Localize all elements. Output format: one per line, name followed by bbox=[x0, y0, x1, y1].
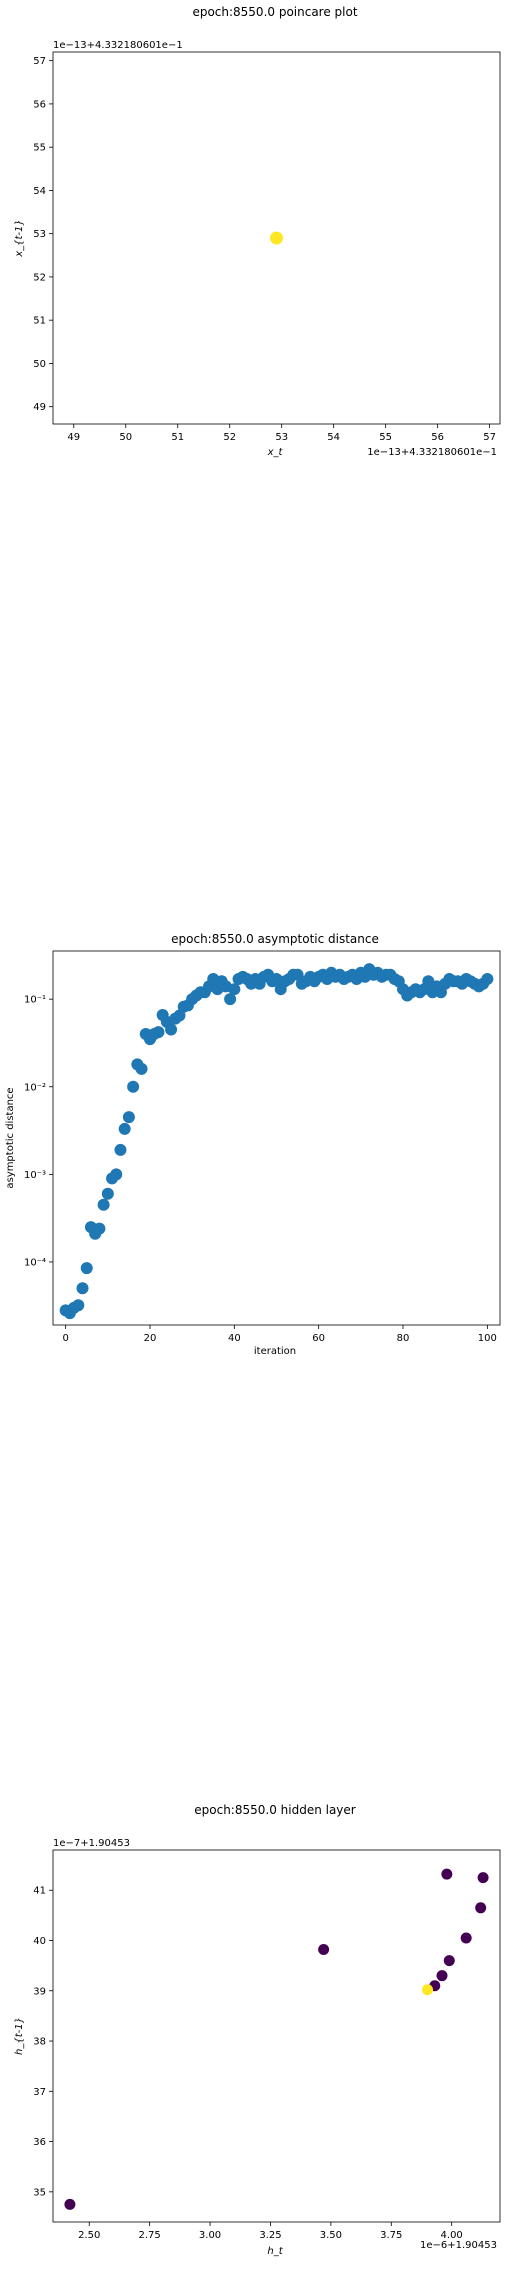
distance-y-tick-label: 10⁻² bbox=[24, 1082, 46, 1093]
hidden-y-offset-label: 1e−7+1.90453 bbox=[53, 1838, 130, 1849]
hidden-y-ticks: 35 36 37 38 39 40 41 bbox=[33, 1886, 53, 2198]
hidden-y-tick-label: 40 bbox=[33, 1936, 46, 1947]
poincare-point bbox=[270, 231, 283, 245]
hidden-x-tick-label: 3.75 bbox=[380, 2230, 402, 2241]
hidden-y-tick-label: 39 bbox=[33, 1986, 46, 1997]
poincare-y-label: x_{t-1} bbox=[14, 219, 25, 258]
poincare-y-tick-label: 50 bbox=[33, 359, 46, 370]
hidden-point bbox=[475, 1902, 487, 1914]
hidden-y-tick-label: 38 bbox=[33, 2037, 46, 2048]
poincare-x-tick-label: 51 bbox=[171, 432, 184, 443]
hidden-points bbox=[64, 1868, 489, 2210]
poincare-y-tick-label: 49 bbox=[33, 402, 46, 413]
hidden-point bbox=[318, 1944, 330, 1956]
poincare-x-ticks: 49 50 51 52 53 54 55 56 57 bbox=[67, 424, 496, 443]
poincare-y-tick-label: 53 bbox=[33, 229, 46, 240]
distance-x-tick-label: 0 bbox=[62, 1333, 68, 1344]
poincare-chart: epoch:8550.0 poincare plot 1e−13+4.33218… bbox=[14, 5, 501, 458]
poincare-y-tick-label: 51 bbox=[33, 316, 46, 327]
poincare-y-tick-label: 56 bbox=[33, 99, 46, 110]
hidden-x-tick-label: 2.75 bbox=[139, 2230, 161, 2241]
distance-x-ticks: 0 20 40 60 80 100 bbox=[62, 1325, 497, 1344]
distance-point bbox=[228, 983, 241, 996]
poincare-x-tick-label: 55 bbox=[379, 432, 392, 443]
distance-point bbox=[118, 1122, 131, 1135]
poincare-y-tick-label: 55 bbox=[33, 143, 46, 154]
distance-point bbox=[110, 1168, 123, 1181]
distance-point bbox=[80, 1262, 93, 1275]
poincare-x-tick-label: 54 bbox=[327, 432, 340, 443]
hidden-y-tick-label: 37 bbox=[33, 2087, 46, 2098]
distance-points bbox=[59, 963, 494, 1320]
poincare-x-tick-label: 49 bbox=[67, 432, 80, 443]
hidden-y-label: h_{t-1} bbox=[14, 2017, 25, 2055]
hidden-chart: epoch:8550.0 hidden layer 1e−7+1.90453 2… bbox=[14, 1803, 501, 2257]
hidden-point bbox=[460, 1932, 472, 1944]
hidden-y-tick-label: 41 bbox=[33, 1886, 46, 1897]
poincare-x-tick-label: 56 bbox=[431, 432, 444, 443]
hidden-point bbox=[477, 1872, 489, 1884]
poincare-y-tick-label: 52 bbox=[33, 272, 46, 283]
distance-point bbox=[101, 1187, 114, 1200]
poincare-plot-area bbox=[52, 51, 501, 425]
hidden-x-tick-label: 3.00 bbox=[199, 2230, 221, 2241]
distance-point bbox=[135, 1062, 148, 1075]
poincare-x-tick-label: 52 bbox=[223, 432, 236, 443]
hidden-x-label: h_t bbox=[267, 2246, 283, 2257]
poincare-x-tick-label: 50 bbox=[119, 432, 132, 443]
distance-point bbox=[165, 1023, 178, 1036]
distance-x-tick-label: 40 bbox=[228, 1333, 241, 1344]
distance-point bbox=[97, 1198, 110, 1211]
hidden-point bbox=[441, 1868, 453, 1880]
poincare-y-offset-label: 1e−13+4.332180601e−1 bbox=[53, 40, 183, 51]
distance-x-tick-label: 20 bbox=[144, 1333, 157, 1344]
distance-y-tick-label: 10⁻⁴ bbox=[24, 1257, 46, 1268]
hidden-x-tick-label: 3.50 bbox=[320, 2230, 342, 2241]
distance-point bbox=[93, 1222, 106, 1235]
hidden-plot-area bbox=[52, 1849, 501, 2223]
distance-point bbox=[291, 968, 304, 981]
distance-point bbox=[224, 993, 237, 1006]
distance-point bbox=[76, 1282, 89, 1295]
hidden-point bbox=[422, 1984, 434, 1996]
poincare-x-tick-label: 53 bbox=[275, 432, 288, 443]
hidden-point bbox=[436, 1970, 448, 1982]
distance-chart: epoch:8550.0 asymptotic distance 0 20 40 60… bbox=[5, 932, 501, 1357]
poincare-x-tick-label: 57 bbox=[483, 432, 496, 443]
distance-x-tick-label: 60 bbox=[312, 1333, 325, 1344]
distance-y-tick-label: 10⁻³ bbox=[24, 1170, 46, 1181]
distance-point bbox=[481, 972, 494, 985]
hidden-point bbox=[443, 1955, 455, 1967]
hidden-y-tick-label: 36 bbox=[33, 2137, 46, 2148]
distance-title: epoch:8550.0 asymptotic distance bbox=[171, 932, 379, 946]
distance-x-tick-label: 100 bbox=[478, 1333, 497, 1344]
distance-y-ticks: 10⁻⁴ 10⁻³ 10⁻² 10⁻¹ bbox=[24, 995, 53, 1268]
distance-x-tick-label: 80 bbox=[397, 1333, 410, 1344]
hidden-x-tick-label: 3.25 bbox=[259, 2230, 281, 2241]
poincare-y-tick-label: 57 bbox=[33, 56, 46, 67]
hidden-x-offset-label: 1e−6+1.90453 bbox=[420, 2240, 497, 2251]
distance-plot-area bbox=[52, 950, 501, 1326]
distance-point bbox=[127, 1080, 140, 1093]
hidden-point bbox=[64, 2198, 76, 2210]
poincare-y-ticks: 49 50 51 52 53 54 55 56 57 bbox=[33, 56, 53, 413]
hidden-x-ticks: 2.50 2.75 3.00 3.25 3.50 3.75 4.00 bbox=[78, 2222, 463, 2241]
distance-x-label: iteration bbox=[254, 1346, 296, 1357]
poincare-title: epoch:8550.0 poincare plot bbox=[192, 5, 357, 19]
hidden-title: epoch:8550.0 hidden layer bbox=[194, 1803, 356, 1817]
poincare-y-tick-label: 54 bbox=[33, 186, 46, 197]
poincare-x-offset-label: 1e−13+4.332180601e−1 bbox=[367, 447, 497, 458]
distance-point bbox=[152, 1026, 165, 1039]
hidden-y-tick-label: 35 bbox=[33, 2187, 46, 2198]
hidden-x-tick-label: 4.00 bbox=[441, 2230, 463, 2241]
poincare-points bbox=[270, 231, 283, 245]
distance-point bbox=[122, 1111, 135, 1124]
distance-point bbox=[114, 1143, 127, 1156]
poincare-x-label: x_t bbox=[267, 447, 284, 458]
hidden-x-tick-label: 2.50 bbox=[78, 2230, 100, 2241]
distance-y-tick-label: 10⁻¹ bbox=[24, 995, 46, 1006]
distance-point bbox=[72, 1299, 85, 1312]
distance-y-label: asymptotic distance bbox=[5, 1087, 16, 1188]
